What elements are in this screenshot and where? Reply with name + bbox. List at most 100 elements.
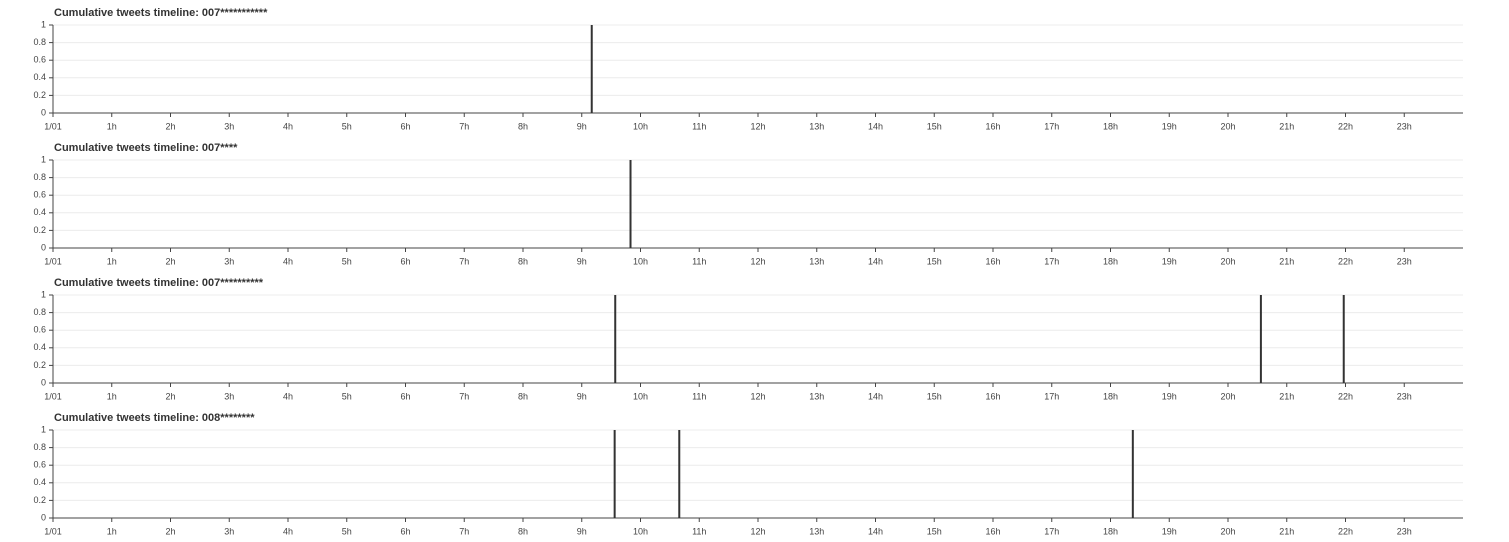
x-tick-label: 7h <box>459 526 469 536</box>
chart-title: Cumulative tweets timeline: 007**** <box>54 142 238 154</box>
x-tick-label: 10h <box>633 121 648 131</box>
y-tick-label: 0 <box>41 242 46 252</box>
x-tick-label: 8h <box>518 256 528 266</box>
x-tick-label: 8h <box>518 121 528 131</box>
x-tick-label: 15h <box>927 256 942 266</box>
x-tick-label: 21h <box>1279 391 1294 401</box>
x-tick-label: 20h <box>1220 256 1235 266</box>
x-tick-label: 7h <box>459 256 469 266</box>
y-tick-label: 0.4 <box>33 477 46 487</box>
x-tick-label: 20h <box>1220 526 1235 536</box>
y-tick-label: 0.8 <box>33 442 46 452</box>
x-tick-label: 8h <box>518 391 528 401</box>
y-tick-label: 0.8 <box>33 172 46 182</box>
x-tick-label: 1/01 <box>44 391 62 401</box>
x-tick-label: 18h <box>1103 526 1118 536</box>
y-tick-label: 0.2 <box>33 225 46 235</box>
x-tick-label: 15h <box>927 121 942 131</box>
x-tick-label: 3h <box>224 121 234 131</box>
y-tick-label: 0.8 <box>33 307 46 317</box>
x-tick-label: 1h <box>107 526 117 536</box>
y-tick-label: 0.6 <box>33 460 46 470</box>
x-tick-label: 2h <box>165 121 175 131</box>
x-tick-label: 12h <box>750 391 765 401</box>
x-tick-label: 9h <box>577 121 587 131</box>
x-tick-label: 5h <box>342 256 352 266</box>
y-tick-label: 0.4 <box>33 72 46 82</box>
x-tick-label: 17h <box>1044 526 1059 536</box>
x-tick-label: 17h <box>1044 121 1059 131</box>
x-tick-label: 12h <box>750 256 765 266</box>
chart-title: Cumulative tweets timeline: 008******** <box>54 412 255 424</box>
x-tick-label: 22h <box>1338 256 1353 266</box>
x-tick-label: 2h <box>165 526 175 536</box>
x-tick-label: 5h <box>342 526 352 536</box>
x-tick-label: 2h <box>165 256 175 266</box>
y-tick-label: 0.8 <box>33 37 46 47</box>
x-tick-label: 1h <box>107 256 117 266</box>
x-tick-label: 9h <box>577 526 587 536</box>
y-tick-label: 0.4 <box>33 342 46 352</box>
y-tick-label: 0.6 <box>33 55 46 65</box>
x-tick-label: 9h <box>577 391 587 401</box>
x-tick-label: 8h <box>518 526 528 536</box>
x-tick-label: 3h <box>224 256 234 266</box>
x-tick-label: 21h <box>1279 121 1294 131</box>
x-tick-label: 16h <box>985 526 1000 536</box>
x-tick-label: 3h <box>224 526 234 536</box>
x-tick-label: 4h <box>283 391 293 401</box>
x-tick-label: 16h <box>985 391 1000 401</box>
x-tick-label: 6h <box>400 391 410 401</box>
y-tick-label: 0.2 <box>33 360 46 370</box>
x-tick-label: 17h <box>1044 391 1059 401</box>
x-tick-label: 23h <box>1397 391 1412 401</box>
x-tick-label: 12h <box>750 526 765 536</box>
x-tick-label: 10h <box>633 391 648 401</box>
x-tick-label: 19h <box>1162 121 1177 131</box>
x-tick-label: 18h <box>1103 256 1118 266</box>
y-tick-label: 0.6 <box>33 325 46 335</box>
x-tick-label: 18h <box>1103 121 1118 131</box>
x-tick-label: 4h <box>283 256 293 266</box>
x-tick-label: 6h <box>400 121 410 131</box>
x-tick-label: 14h <box>868 526 883 536</box>
x-tick-label: 5h <box>342 391 352 401</box>
x-tick-label: 23h <box>1397 256 1412 266</box>
x-tick-label: 10h <box>633 526 648 536</box>
x-tick-label: 6h <box>400 256 410 266</box>
x-tick-label: 14h <box>868 391 883 401</box>
y-tick-label: 0.2 <box>33 90 46 100</box>
y-tick-label: 0.2 <box>33 495 46 505</box>
x-tick-label: 10h <box>633 256 648 266</box>
y-tick-label: 0 <box>41 512 46 522</box>
x-tick-label: 7h <box>459 391 469 401</box>
x-tick-label: 20h <box>1220 121 1235 131</box>
x-tick-label: 23h <box>1397 526 1412 536</box>
x-tick-label: 11h <box>692 526 706 536</box>
x-tick-label: 1/01 <box>44 121 62 131</box>
y-tick-label: 1 <box>41 19 46 29</box>
x-tick-label: 13h <box>809 526 824 536</box>
y-tick-label: 0 <box>41 107 46 117</box>
x-tick-label: 19h <box>1162 391 1177 401</box>
x-tick-label: 3h <box>224 391 234 401</box>
x-tick-label: 1/01 <box>44 256 62 266</box>
x-tick-label: 14h <box>868 256 883 266</box>
x-tick-label: 11h <box>692 256 706 266</box>
x-tick-label: 11h <box>692 391 706 401</box>
y-tick-label: 1 <box>41 424 46 434</box>
x-tick-label: 20h <box>1220 391 1235 401</box>
x-tick-label: 13h <box>809 256 824 266</box>
x-tick-label: 17h <box>1044 256 1059 266</box>
x-tick-label: 6h <box>400 526 410 536</box>
x-tick-label: 4h <box>283 526 293 536</box>
x-tick-label: 2h <box>165 391 175 401</box>
x-tick-label: 13h <box>809 121 824 131</box>
x-tick-label: 21h <box>1279 256 1294 266</box>
chart-title: Cumulative tweets timeline: 007*********… <box>54 7 268 19</box>
y-tick-label: 1 <box>41 289 46 299</box>
x-tick-label: 16h <box>985 256 1000 266</box>
x-tick-label: 11h <box>692 121 706 131</box>
y-tick-label: 1 <box>41 154 46 164</box>
